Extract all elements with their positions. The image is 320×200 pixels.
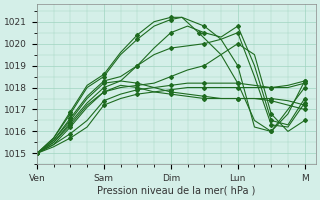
X-axis label: Pression niveau de la mer( hPa ): Pression niveau de la mer( hPa ) [97, 186, 256, 196]
